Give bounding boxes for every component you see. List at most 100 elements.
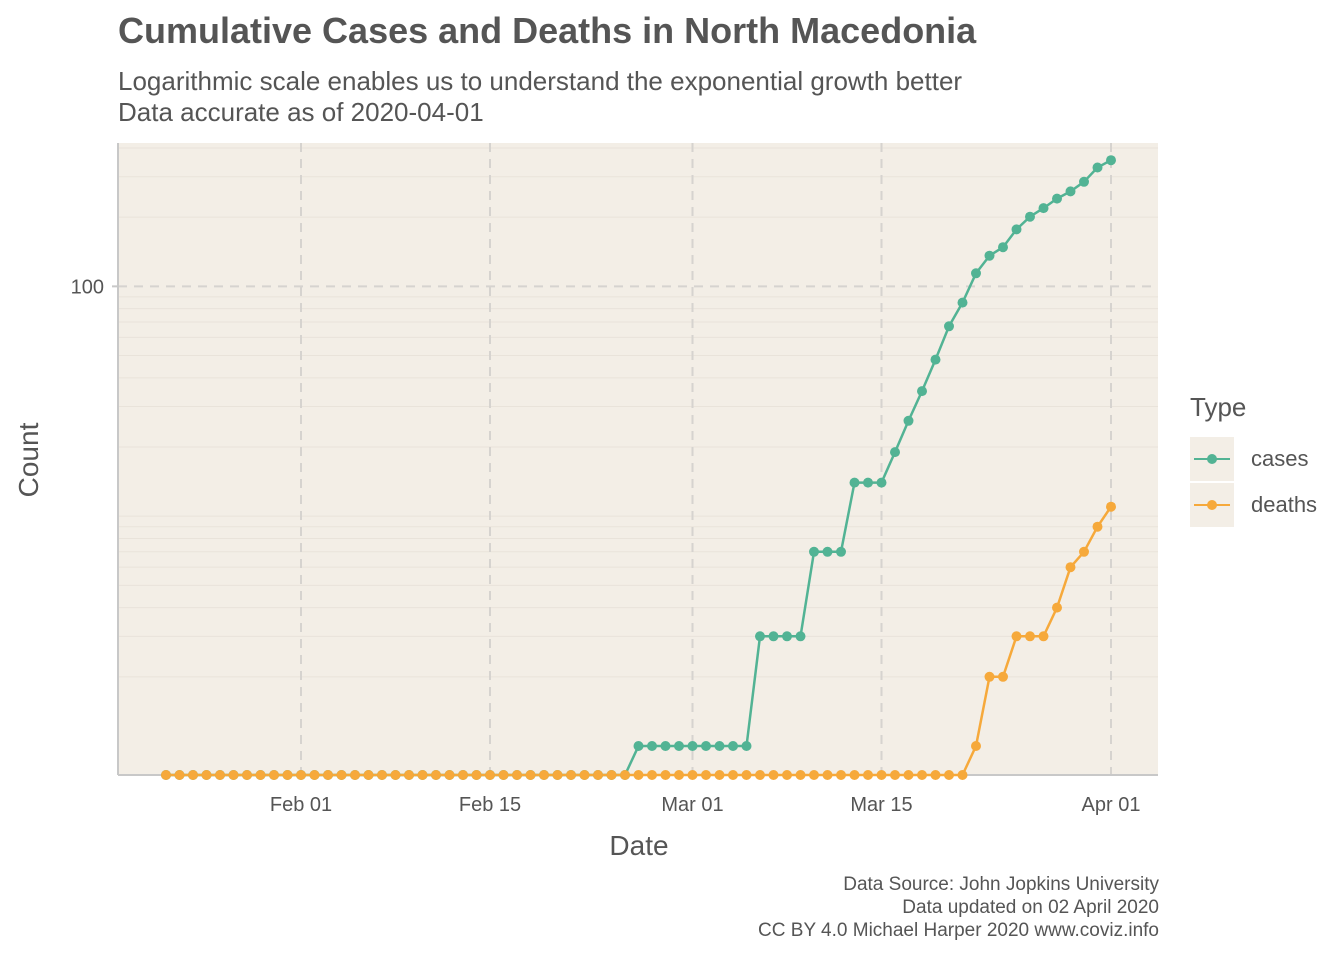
data-point-deaths bbox=[525, 770, 536, 780]
data-point-deaths bbox=[417, 770, 428, 780]
major-gridlines bbox=[118, 143, 1158, 775]
data-point-deaths bbox=[444, 770, 455, 780]
chart-title: Cumulative Cases and Deaths in North Mac… bbox=[118, 10, 977, 51]
data-point-deaths bbox=[350, 770, 360, 780]
data-point-deaths bbox=[957, 770, 968, 780]
x-axis-title: Date bbox=[609, 830, 668, 861]
x-tick-label: Apr 01 bbox=[1082, 794, 1141, 816]
data-point-cases bbox=[1011, 224, 1022, 235]
minor-gridlines bbox=[118, 147, 1158, 678]
data-point-cases bbox=[984, 250, 995, 261]
series-points bbox=[161, 155, 1116, 780]
y-axis-title: Count bbox=[13, 422, 44, 497]
data-point-deaths bbox=[728, 770, 738, 780]
caption-line: Data Source: John Jopkins University bbox=[843, 874, 1159, 895]
data-point-deaths bbox=[863, 770, 873, 780]
data-point-deaths bbox=[309, 770, 320, 780]
data-point-deaths bbox=[566, 770, 576, 780]
data-point-cases bbox=[971, 268, 981, 279]
data-point-cases bbox=[917, 386, 927, 397]
data-point-deaths bbox=[660, 770, 671, 780]
data-point-deaths bbox=[377, 770, 387, 780]
plot-panel bbox=[118, 143, 1158, 775]
data-point-cases bbox=[741, 741, 752, 751]
data-point-cases bbox=[701, 741, 711, 751]
x-tick-label: Feb 15 bbox=[459, 794, 521, 816]
data-point-deaths bbox=[458, 770, 468, 780]
data-point-deaths bbox=[336, 770, 347, 780]
data-point-deaths bbox=[1092, 521, 1103, 532]
data-point-deaths bbox=[431, 770, 441, 780]
data-point-deaths bbox=[741, 770, 752, 780]
data-point-deaths bbox=[363, 770, 374, 780]
data-point-deaths bbox=[944, 770, 954, 780]
data-point-cases bbox=[687, 741, 698, 751]
data-point-deaths bbox=[188, 770, 198, 780]
tick-labels: Feb 01 Feb 15 Mar 01 Mar 15 Apr 01 100 bbox=[71, 276, 1141, 816]
data-point-cases bbox=[1106, 155, 1116, 166]
data-point-deaths bbox=[687, 770, 698, 780]
data-point-deaths bbox=[1052, 602, 1062, 613]
data-point-deaths bbox=[498, 770, 509, 780]
data-point-deaths bbox=[971, 741, 981, 751]
subtitle-line: Logarithmic scale enables us to understa… bbox=[118, 66, 963, 96]
data-point-deaths bbox=[714, 770, 725, 780]
data-point-deaths bbox=[552, 770, 563, 780]
legend-key-deaths bbox=[1190, 483, 1234, 527]
data-point-deaths bbox=[282, 770, 293, 780]
data-point-deaths bbox=[674, 770, 684, 780]
data-point-cases bbox=[1092, 162, 1103, 173]
data-point-deaths bbox=[471, 770, 482, 780]
data-point-deaths bbox=[512, 770, 522, 780]
data-point-deaths bbox=[269, 770, 279, 780]
data-point-deaths bbox=[890, 770, 900, 780]
data-point-cases bbox=[633, 741, 644, 751]
subtitle-line: Data accurate as of 2020-04-01 bbox=[118, 97, 484, 127]
data-point-deaths bbox=[849, 770, 860, 780]
data-point-cases bbox=[660, 741, 671, 751]
data-point-cases bbox=[795, 631, 806, 642]
data-point-cases bbox=[809, 546, 819, 557]
data-point-cases bbox=[674, 741, 684, 751]
data-point-deaths bbox=[1079, 546, 1089, 557]
x-tick-label: Mar 15 bbox=[850, 794, 912, 816]
data-point-deaths bbox=[606, 770, 617, 780]
data-point-cases bbox=[1025, 211, 1035, 222]
legend-title: Type bbox=[1190, 392, 1247, 422]
caption-line: CC BY 4.0 Michael Harper 2020 www.coviz.… bbox=[758, 920, 1159, 941]
data-point-deaths bbox=[323, 770, 333, 780]
data-point-deaths bbox=[836, 770, 846, 780]
data-point-cases bbox=[957, 297, 968, 308]
data-point-deaths bbox=[809, 770, 819, 780]
data-point-cases bbox=[728, 741, 738, 751]
data-point-deaths bbox=[390, 770, 401, 780]
data-point-cases bbox=[903, 415, 914, 426]
data-point-cases bbox=[1038, 203, 1049, 214]
data-point-cases bbox=[768, 631, 779, 642]
data-point-deaths bbox=[782, 770, 792, 780]
data-point-deaths bbox=[255, 770, 266, 780]
caption-line: Data updated on 02 April 2020 bbox=[902, 897, 1159, 918]
data-point-deaths bbox=[242, 770, 252, 780]
data-point-deaths bbox=[876, 770, 887, 780]
data-point-cases bbox=[876, 477, 887, 488]
x-tick-label: Mar 01 bbox=[661, 794, 723, 816]
data-point-deaths bbox=[984, 671, 995, 682]
data-point-deaths bbox=[633, 770, 644, 780]
data-point-cases bbox=[1079, 176, 1089, 187]
legend-item-deaths: deaths bbox=[1190, 483, 1317, 527]
data-point-deaths bbox=[1038, 631, 1049, 642]
x-tick-label: Feb 01 bbox=[270, 794, 332, 816]
data-point-deaths bbox=[1025, 631, 1035, 642]
data-point-deaths bbox=[1065, 562, 1076, 573]
data-point-deaths bbox=[593, 770, 603, 780]
data-point-deaths bbox=[404, 770, 414, 780]
legend-label-deaths: deaths bbox=[1251, 492, 1318, 517]
data-point-deaths bbox=[174, 770, 185, 780]
data-point-cases bbox=[1052, 193, 1062, 204]
data-point-deaths bbox=[647, 770, 657, 780]
data-point-deaths bbox=[620, 770, 630, 780]
data-point-deaths bbox=[201, 770, 212, 780]
data-point-deaths bbox=[1011, 631, 1022, 642]
